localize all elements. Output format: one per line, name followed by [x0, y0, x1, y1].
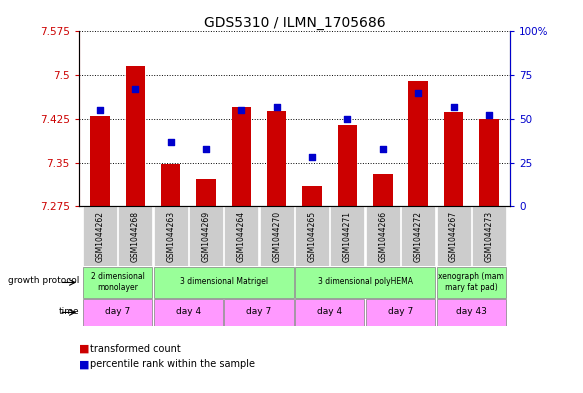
Text: transformed count: transformed count [90, 344, 181, 354]
Text: GSM1044263: GSM1044263 [166, 211, 175, 262]
Text: time: time [59, 307, 79, 316]
Text: day 7: day 7 [105, 307, 130, 316]
Point [307, 154, 317, 160]
Bar [472, 206, 506, 266]
Text: GSM1044267: GSM1044267 [449, 211, 458, 262]
Bar [125, 66, 145, 206]
Text: GSM1044270: GSM1044270 [272, 211, 281, 262]
Text: GSM1044262: GSM1044262 [96, 211, 104, 262]
Text: GSM1044272: GSM1044272 [414, 211, 423, 262]
Text: 2 dimensional
monolayer: 2 dimensional monolayer [91, 272, 145, 292]
Bar [444, 112, 463, 206]
Bar [401, 206, 435, 266]
Point [484, 112, 494, 119]
Text: day 4: day 4 [175, 307, 201, 316]
Text: GSM1044266: GSM1044266 [378, 211, 387, 262]
Text: day 4: day 4 [317, 307, 342, 316]
Bar [231, 107, 251, 206]
Text: day 7: day 7 [247, 307, 272, 316]
Point [237, 107, 246, 113]
Point [272, 103, 282, 110]
Text: GSM1044264: GSM1044264 [237, 211, 246, 262]
Bar [83, 267, 152, 298]
Bar [83, 299, 152, 326]
Bar [196, 179, 216, 206]
Point [201, 145, 210, 152]
Bar [479, 119, 498, 206]
Bar [267, 111, 286, 206]
Bar [189, 206, 223, 266]
Bar [224, 299, 294, 326]
Bar [161, 164, 180, 206]
Point [449, 103, 458, 110]
Bar [437, 206, 470, 266]
Point [343, 116, 352, 122]
Bar [373, 174, 392, 206]
Point [413, 90, 423, 96]
Bar [331, 206, 364, 266]
Text: xenograph (mam
mary fat pad): xenograph (mam mary fat pad) [438, 272, 504, 292]
Text: GSM1044271: GSM1044271 [343, 211, 352, 262]
Bar [154, 206, 188, 266]
Text: 3 dimensional polyHEMA: 3 dimensional polyHEMA [318, 277, 413, 286]
Text: ■: ■ [79, 344, 93, 354]
Bar [295, 299, 364, 326]
Bar [437, 299, 506, 326]
Bar [118, 206, 152, 266]
Bar [295, 267, 435, 298]
Text: day 43: day 43 [456, 307, 487, 316]
Text: growth protocol: growth protocol [8, 276, 79, 285]
Bar [260, 206, 294, 266]
Title: GDS5310 / ILMN_1705686: GDS5310 / ILMN_1705686 [203, 17, 385, 30]
Text: percentile rank within the sample: percentile rank within the sample [90, 360, 255, 369]
Bar [83, 206, 117, 266]
Text: GSM1044273: GSM1044273 [484, 211, 493, 262]
Text: day 7: day 7 [388, 307, 413, 316]
Text: ■: ■ [79, 360, 93, 369]
Bar [303, 186, 322, 206]
Bar [366, 206, 400, 266]
Bar [154, 267, 294, 298]
Point [95, 107, 104, 113]
Bar [295, 206, 329, 266]
Point [378, 145, 388, 152]
Text: GSM1044265: GSM1044265 [308, 211, 317, 262]
Bar [224, 206, 258, 266]
Text: 3 dimensional Matrigel: 3 dimensional Matrigel [180, 277, 268, 286]
Point [131, 86, 140, 92]
Text: GSM1044269: GSM1044269 [202, 211, 210, 262]
Text: GSM1044268: GSM1044268 [131, 211, 140, 262]
Bar [338, 125, 357, 206]
Bar [409, 81, 428, 206]
Point [166, 138, 175, 145]
Bar [437, 267, 506, 298]
Bar [90, 116, 110, 206]
Bar [366, 299, 435, 326]
Bar [154, 299, 223, 326]
